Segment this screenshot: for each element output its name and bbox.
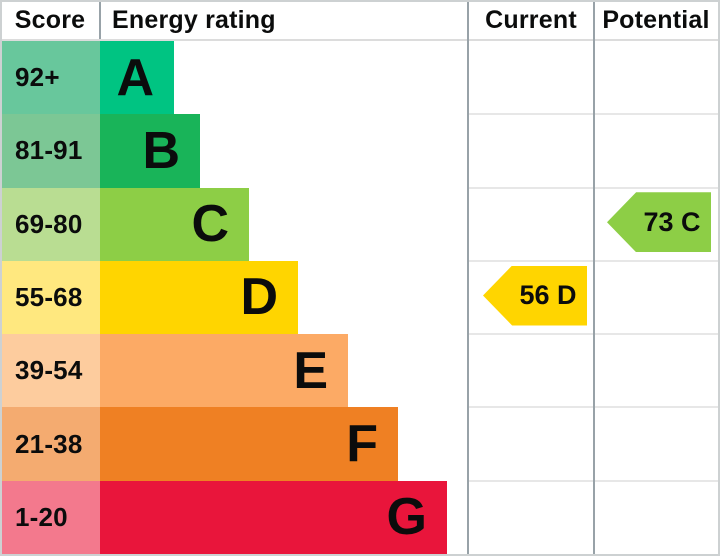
band-score-range: 1-20 xyxy=(2,480,100,554)
header-divider-line xyxy=(2,38,718,41)
band-score-range: 55-68 xyxy=(2,260,100,335)
band-score-range: 21-38 xyxy=(2,407,100,481)
band-bar: F xyxy=(100,407,398,481)
band-letter: D xyxy=(240,268,278,327)
band-score-range: 81-91 xyxy=(2,114,100,188)
band-row: 81-91 B xyxy=(2,114,718,188)
band-row: 92+ A xyxy=(2,41,718,115)
column-header-current: Current xyxy=(485,6,577,34)
current-rating-label: 56 D xyxy=(519,280,577,310)
band-row: 1-20 G xyxy=(2,480,718,554)
band-letter: C xyxy=(191,195,229,254)
band-row: 55-68 D xyxy=(2,260,718,335)
column-header-score: Score xyxy=(14,6,86,34)
band-letter: F xyxy=(346,415,378,474)
current-column-divider xyxy=(467,2,469,554)
band-bar: E xyxy=(100,334,348,408)
band-score-range: 69-80 xyxy=(2,187,100,261)
band-score-range: 92+ xyxy=(2,41,100,115)
band-bar: D xyxy=(100,260,298,335)
column-header-potential: Potential xyxy=(602,6,710,34)
band-letter: E xyxy=(293,341,328,400)
band-bar: G xyxy=(100,480,447,554)
potential-column-divider xyxy=(593,2,595,554)
score-column-divider xyxy=(99,2,101,39)
band-letter: A xyxy=(116,48,154,107)
band-bar: C xyxy=(100,187,249,261)
band-score-range: 39-54 xyxy=(2,334,100,408)
band-bar: A xyxy=(100,41,174,115)
column-header-energy-rating: Energy rating xyxy=(112,6,276,34)
band-bar: B xyxy=(100,114,200,188)
band-row: 39-54 E xyxy=(2,334,718,408)
band-letter: B xyxy=(142,121,180,180)
band-row: 21-38 F xyxy=(2,407,718,481)
band-rows: 92+ A 81-91 B 69-80 C 55-68 D 39-54 xyxy=(2,41,718,554)
band-letter: G xyxy=(386,488,427,547)
potential-rating-label: 73 C xyxy=(643,206,701,237)
band-row: 69-80 C xyxy=(2,187,718,261)
